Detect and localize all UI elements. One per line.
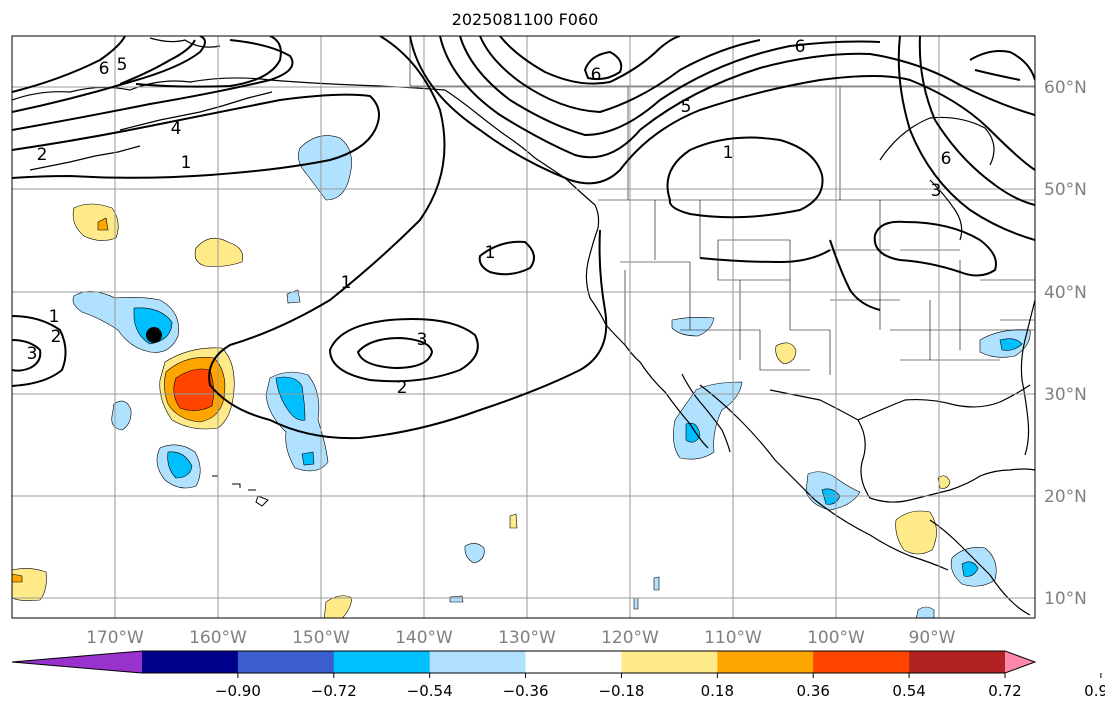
colorbar-segment: [525, 651, 622, 673]
lon-label: 120°W: [601, 628, 659, 648]
fill-light-blue: [464, 543, 485, 564]
contour-lines: [12, 36, 1035, 440]
contour-label: 1: [341, 273, 352, 293]
contour-label: 6: [795, 37, 806, 57]
fill-light-blue: [671, 317, 715, 337]
fill-light-blue: [111, 400, 132, 431]
contour-label-group: 6 5 4 2 1 6 5 1 6 3 1 6 1 3 2 1 2 3: [27, 37, 952, 398]
contour-label: 6: [99, 59, 110, 79]
colorbar-tick-label: 0.54: [892, 682, 925, 700]
lon-label: 100°W: [807, 628, 865, 648]
colorbar-segment: [237, 651, 335, 673]
fill-blue: [167, 451, 193, 479]
contour-label: 2: [51, 327, 62, 347]
colorbar-extend-low: [12, 651, 142, 673]
fill-light-blue: [916, 606, 935, 618]
lat-label: 10°N: [1044, 589, 1087, 609]
colorbar-tick-label: −0.18: [598, 682, 644, 700]
map-frame: [11, 35, 1036, 619]
fill-light-blue: [449, 595, 464, 603]
lat-label: 40°N: [1044, 283, 1087, 303]
lon-label: 140°W: [395, 628, 453, 648]
colorbar-tick-label: −0.54: [407, 682, 453, 700]
fill-yellow: [72, 203, 119, 241]
lon-label: 170°W: [86, 628, 144, 648]
colorbar-tick-label: 0.36: [797, 682, 830, 700]
contour-label: 3: [417, 330, 428, 350]
colorbar-outline: [11, 650, 1037, 674]
fill-blue: [961, 561, 979, 577]
lon-label: 90°W: [909, 628, 956, 648]
fill-yellow: [895, 510, 937, 555]
contour-label: 3: [931, 181, 942, 201]
latitude-labels: 60°N 50°N 40°N 30°N 20°N 10°N: [1044, 78, 1087, 609]
fill-light-blue: [286, 289, 301, 304]
fill-yellow: [323, 595, 353, 618]
storm-center-marker: [146, 327, 162, 343]
colorbar-tick-label: −0.36: [503, 682, 549, 700]
fill-light-blue: [298, 135, 352, 201]
lon-label: 130°W: [498, 628, 556, 648]
contour-label: 5: [117, 55, 128, 75]
colorbar-tick-label: 0.72: [988, 682, 1021, 700]
fill-blue: [685, 422, 701, 443]
colorbar-tick-label: −0.90: [215, 682, 261, 700]
fill-yellow: [509, 513, 518, 529]
contour-label: 1: [181, 153, 192, 173]
fill-yellow: [775, 342, 797, 365]
lat-label: 50°N: [1044, 180, 1087, 200]
colorbar-segment: [333, 651, 431, 673]
lon-label: 150°W: [292, 628, 350, 648]
colorbar-segment: [717, 651, 814, 673]
lat-label: 60°N: [1044, 78, 1087, 98]
coastlines: [12, 37, 1035, 616]
fill-yellow: [12, 568, 47, 601]
fill-orange: [12, 573, 23, 583]
colorbar-segment: [813, 651, 910, 673]
colorbar-segment: [909, 651, 1006, 673]
colorbar-tick-label: −0.72: [311, 682, 357, 700]
lat-label: 20°N: [1044, 487, 1087, 507]
contour-label: 2: [397, 378, 408, 398]
fill-blue: [999, 338, 1023, 351]
contour-label: 5: [681, 97, 692, 117]
colorbar-segment: [621, 651, 718, 673]
contour-label: 2: [37, 145, 48, 165]
fill-yellow: [937, 475, 951, 489]
contour-label: 3: [27, 344, 38, 364]
colorbar-extend-high: [1005, 651, 1035, 673]
map-title: 2025081100 F060: [451, 10, 599, 29]
colorbar-segment: [142, 651, 239, 673]
fill-orange: [97, 217, 109, 231]
fill-light-blue: [633, 597, 639, 610]
contour-label: 1: [49, 307, 60, 327]
contour-label: 6: [591, 65, 602, 85]
fill-yellow: [194, 237, 243, 267]
fill-blue: [301, 451, 315, 466]
fill-red: [173, 368, 214, 411]
longitude-labels: 170°W 160°W 150°W 140°W 130°W 120°W 110°…: [86, 628, 956, 648]
lon-label: 110°W: [704, 628, 762, 648]
colorbar-segment: [429, 651, 527, 673]
anomaly-fills: [12, 135, 1031, 618]
colorbar-tick-label: 0.18: [701, 682, 734, 700]
colorbar: −0.90 −0.72 −0.54 −0.36 −0.18 0.18 0.36 0.54 0.7…: [11, 650, 1105, 700]
hawaii-islands: [212, 475, 269, 507]
contour-label: 1: [723, 143, 734, 163]
contour-label: 4: [171, 119, 182, 139]
lon-label: 160°W: [189, 628, 247, 648]
fill-blue: [133, 307, 173, 345]
lat-label: 30°N: [1044, 385, 1087, 405]
fill-blue: [275, 376, 306, 421]
colorbar-tick-label: 0.90: [1084, 682, 1105, 700]
contour-label: 6: [941, 149, 952, 169]
contour-label: 1: [485, 243, 496, 263]
fill-light-blue: [653, 576, 660, 591]
